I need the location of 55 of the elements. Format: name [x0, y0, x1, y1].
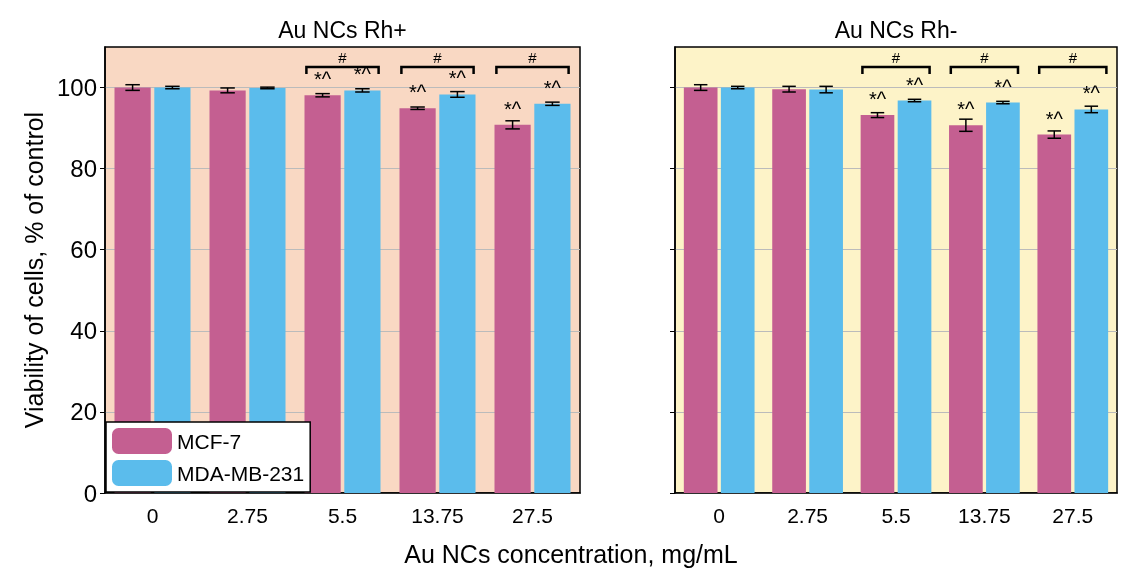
- annotation: #: [891, 49, 901, 66]
- bar: [809, 89, 843, 493]
- data-label: *^: [314, 68, 332, 91]
- data-label: *^: [868, 88, 887, 111]
- x-tick-label: 2.75: [787, 504, 829, 527]
- bar: [772, 89, 806, 493]
- bar: [949, 125, 983, 493]
- annotation: #: [1068, 49, 1078, 66]
- bar: [1074, 109, 1109, 493]
- x-tick-label: 13.75: [411, 504, 464, 527]
- bar: [494, 124, 531, 493]
- x-tick-label: 0: [146, 504, 159, 527]
- bar: [986, 102, 1020, 493]
- y-tick-label: 40: [70, 317, 97, 345]
- data-label: *^: [1045, 107, 1064, 130]
- y-tick-label: 60: [70, 236, 97, 264]
- annotation: #: [528, 49, 538, 66]
- y-tick-label: 100: [56, 74, 97, 102]
- data-label: *^: [905, 73, 924, 96]
- bar: [399, 108, 436, 493]
- bar: [683, 87, 718, 493]
- band-label: Au NCs Rh-: [834, 16, 958, 43]
- x-tick-label: 0: [713, 504, 726, 527]
- data-label: *^: [504, 97, 522, 120]
- legend-label: MDA-MB-231: [177, 461, 305, 485]
- band-label: Au NCs Rh+: [278, 16, 407, 43]
- data-label: *^: [448, 67, 467, 90]
- x-tick-label: 5.5: [881, 504, 911, 527]
- x-tick-label: 5.5: [327, 504, 358, 527]
- bar: [534, 103, 571, 493]
- data-label: *^: [409, 81, 427, 104]
- data-label: *^: [957, 98, 976, 121]
- y-axis-title: Viability of cells, % of control: [19, 111, 48, 429]
- x-tick-label: 27.5: [1052, 504, 1094, 527]
- y-tick-label: 20: [70, 398, 97, 426]
- bar: [860, 115, 895, 493]
- bar: [897, 100, 932, 493]
- bar: [439, 94, 476, 493]
- data-label: *^: [543, 76, 562, 99]
- annotation: #: [433, 49, 443, 66]
- legend-label: MCF-7: [177, 429, 242, 453]
- bar: [304, 95, 341, 493]
- y-tick-label: 80: [70, 155, 97, 183]
- data-label: *^: [1082, 82, 1101, 105]
- y-tick-label: 0: [83, 479, 97, 507]
- bar: [1037, 134, 1072, 493]
- x-axis-title: Au NCs concentration, mg/mL: [403, 540, 739, 569]
- bar: [344, 90, 381, 493]
- x-tick-label: 27.5: [512, 504, 553, 527]
- annotation: #: [980, 49, 990, 66]
- x-tick-label: 13.75: [958, 504, 1011, 527]
- annotation: #: [338, 49, 348, 66]
- data-label: *^: [994, 75, 1013, 98]
- x-tick-label: 2.75: [227, 504, 268, 527]
- bar: [720, 87, 755, 493]
